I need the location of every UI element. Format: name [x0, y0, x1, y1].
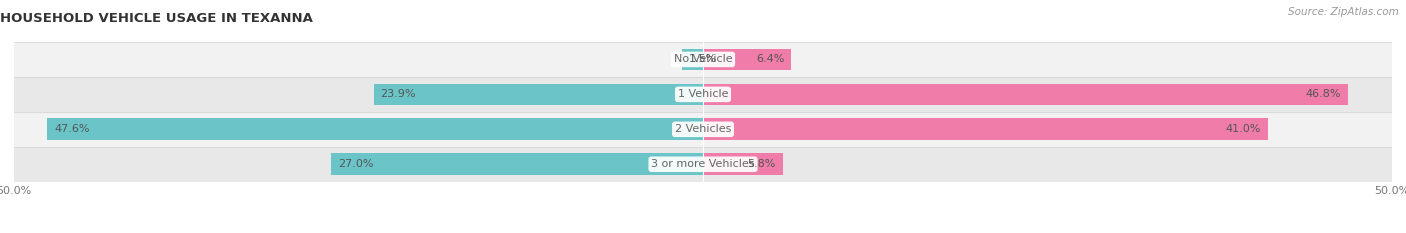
Bar [703, 118, 1268, 140]
Bar [14, 77, 1392, 112]
Text: 47.6%: 47.6% [53, 124, 90, 134]
Text: 46.8%: 46.8% [1305, 89, 1341, 99]
Bar [330, 154, 703, 175]
Text: HOUSEHOLD VEHICLE USAGE IN TEXANNA: HOUSEHOLD VEHICLE USAGE IN TEXANNA [0, 12, 314, 25]
Bar [682, 49, 703, 70]
Bar [374, 84, 703, 105]
Bar [703, 154, 783, 175]
Bar [703, 84, 1348, 105]
Bar [48, 118, 703, 140]
Text: 23.9%: 23.9% [381, 89, 416, 99]
Text: 1 Vehicle: 1 Vehicle [678, 89, 728, 99]
Text: 5.8%: 5.8% [748, 159, 776, 169]
Bar [703, 49, 792, 70]
Text: No Vehicle: No Vehicle [673, 55, 733, 64]
Text: 1.5%: 1.5% [689, 55, 717, 64]
Text: 27.0%: 27.0% [337, 159, 374, 169]
Bar [14, 42, 1392, 77]
Text: Source: ZipAtlas.com: Source: ZipAtlas.com [1288, 7, 1399, 17]
Text: 6.4%: 6.4% [756, 55, 785, 64]
Text: 41.0%: 41.0% [1226, 124, 1261, 134]
Bar [14, 112, 1392, 147]
Text: 2 Vehicles: 2 Vehicles [675, 124, 731, 134]
Bar [14, 147, 1392, 182]
Text: 3 or more Vehicles: 3 or more Vehicles [651, 159, 755, 169]
